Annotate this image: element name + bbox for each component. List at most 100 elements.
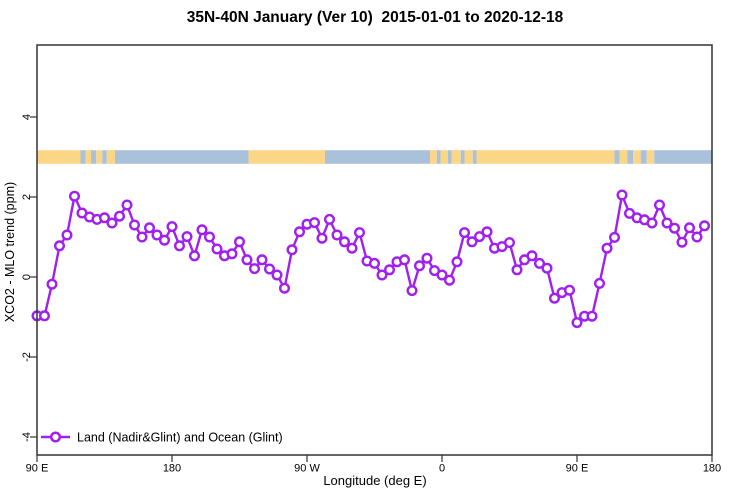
data-point [474, 231, 486, 243]
map-band-segment-land [96, 150, 103, 164]
map-band-segment-land [106, 150, 115, 164]
data-point [143, 222, 155, 234]
map-band-segment-land [430, 150, 437, 164]
map-band-segment-land [440, 150, 448, 164]
data-point [691, 231, 703, 243]
data-point [571, 317, 583, 329]
data-point [564, 284, 576, 296]
map-band [37, 150, 712, 164]
map-band-segment-land [37, 150, 81, 164]
y-tick-label: 0 [21, 274, 33, 280]
data-point [376, 269, 388, 281]
x-tick-label: 90 E [566, 463, 589, 475]
data-point [331, 229, 343, 241]
map-band-segment-land [476, 150, 615, 164]
data-point [541, 262, 553, 274]
map-band-segment-ocean [627, 150, 634, 164]
map-band-segment-land [248, 150, 325, 164]
x-tick-label: 0 [439, 463, 445, 475]
y-tick-label: 4 [21, 114, 33, 120]
data-point [271, 269, 283, 281]
x-tick-label: 90 W [294, 463, 320, 475]
x-tick-label: 180 [703, 463, 721, 475]
data-point [173, 240, 185, 252]
data-point [196, 224, 208, 236]
data-point [68, 190, 80, 202]
data-point [136, 231, 148, 243]
data-point [151, 229, 163, 241]
legend-label: Land (Nadir&Glint) and Ocean (Glint) [77, 431, 283, 445]
map-band-segment-ocean [614, 150, 620, 164]
data-series [31, 189, 711, 329]
data-point [203, 231, 215, 243]
map-band-segment-land [633, 150, 641, 164]
map-band-segment-ocean [460, 150, 465, 164]
data-point [309, 217, 321, 229]
data-point [594, 277, 606, 289]
data-point [324, 213, 336, 225]
map-band-segment-ocean [436, 150, 441, 164]
data-point [113, 210, 125, 222]
map-band-segment-ocean [115, 150, 249, 164]
y-axis-title: XCO2 - MLO trend (ppm) [3, 181, 17, 323]
data-point [436, 269, 448, 281]
x-axis-title: Longitude (deg E) [323, 473, 427, 488]
data-point [549, 292, 561, 304]
axes: 90 E 180 90 W 0 90 E 180 4 2 0 -2 -4 [21, 114, 721, 475]
data-point [399, 254, 411, 266]
data-point [181, 231, 193, 243]
data-point [339, 236, 351, 248]
data-point [256, 254, 268, 266]
data-point [233, 236, 245, 248]
data-point [39, 310, 51, 322]
data-point [684, 222, 696, 234]
y-tick-label: -2 [21, 352, 33, 362]
data-point [61, 229, 73, 241]
y-tick-label: 2 [21, 194, 33, 200]
data-point [534, 257, 546, 269]
data-point [98, 212, 110, 224]
map-band-segment-land [451, 150, 461, 164]
data-point [166, 221, 178, 233]
data-point [294, 226, 306, 238]
map-band-segment-ocean [472, 150, 477, 164]
data-point [601, 242, 613, 254]
data-point [459, 227, 471, 239]
data-point [414, 260, 426, 272]
data-point [241, 254, 253, 266]
data-point [586, 310, 598, 322]
y-tick-label: -4 [21, 432, 33, 442]
data-point [346, 242, 358, 254]
map-band-segment-land [85, 150, 91, 164]
data-point [699, 220, 711, 232]
map-band-segment-ocean [325, 150, 430, 164]
data-point [286, 244, 298, 256]
map-band-segment-ocean [91, 150, 97, 164]
data-point [676, 236, 688, 248]
data-point [369, 257, 381, 269]
data-point [54, 240, 66, 252]
chart-title: 35N-40N January (Ver 10) 2015-01-01 to 2… [186, 9, 564, 26]
data-point [421, 252, 433, 264]
data-point [188, 250, 200, 262]
data-point [466, 236, 478, 248]
map-band-segment-ocean [640, 150, 647, 164]
data-point [106, 217, 118, 229]
data-point [511, 264, 523, 276]
data-point [248, 263, 260, 275]
data-point [669, 222, 681, 234]
data-point [211, 243, 223, 255]
data-point [609, 231, 621, 243]
data-point [279, 282, 291, 294]
map-band-segment-ocean [80, 150, 86, 164]
data-point [226, 248, 238, 260]
map-band-segment-ocean [654, 150, 712, 164]
data-point [444, 274, 456, 286]
data-point [264, 263, 276, 275]
data-point [316, 232, 328, 244]
map-band-segment-land [619, 150, 628, 164]
data-point [504, 237, 516, 249]
map-band-segment-ocean [448, 150, 452, 164]
